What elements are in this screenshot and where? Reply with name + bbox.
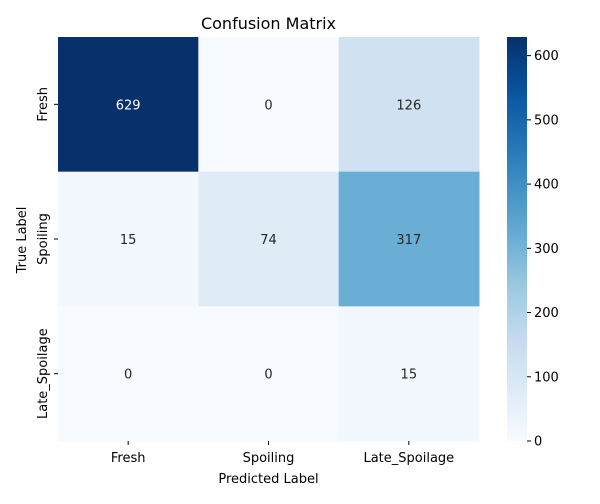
heatmap-cell [198,37,340,173]
y-tick-label: Fresh [36,87,51,122]
y-tick-label: Late_Spoilage [36,328,51,419]
cell-value-label: 15 [401,368,418,383]
cell-value-label: 317 [396,233,421,248]
x-tick-label: Fresh [111,451,146,466]
colorbar-tick-label: 600 [534,49,559,64]
heatmap-cell [198,306,340,442]
colorbar-tick-label: 100 [534,370,559,385]
colorbar-tick-label: 400 [534,178,559,193]
heatmap-cell [58,306,199,442]
heatmap-cell [338,171,480,307]
cell-value-label: 126 [396,98,421,113]
cell-value-label: 74 [260,233,277,248]
x-axis-ticks: Fresh Spoiling Late_Spoilage [111,441,454,466]
y-axis-ticks: Fresh Spoiling Late_Spoilage [36,87,58,419]
heatmap-cell [338,37,480,173]
y-tick-label: Spoiling [36,213,51,265]
colorbar [507,37,527,441]
heatmap-cell [58,37,199,173]
cell-annotations: 629 0 126 15 74 317 0 0 15 [116,98,421,382]
heatmap-cell [198,171,340,307]
colorbar-tick-label: 200 [534,306,559,321]
cell-value-label: 0 [264,368,272,383]
x-tick-label: Spoiling [243,451,295,466]
heatmap-cell [58,171,199,307]
chart-title: Confusion Matrix [201,14,336,33]
colorbar-tick-label: 500 [534,113,559,128]
colorbar-ticks: 0 100 200 300 400 500 600 [527,49,559,450]
cell-value-label: 0 [264,98,272,113]
cell-value-label: 629 [116,98,141,113]
x-axis-label: Predicted Label [218,472,318,487]
cell-value-label: 15 [120,233,137,248]
colorbar-tick-label: 0 [534,435,542,450]
colorbar-tick-label: 300 [534,242,559,257]
heatmap-cells [58,37,480,442]
heatmap-cell [338,306,480,442]
y-axis-label: True Label [15,207,30,275]
cell-value-label: 0 [124,368,132,383]
x-tick-label: Late_Spoilage [363,451,454,466]
